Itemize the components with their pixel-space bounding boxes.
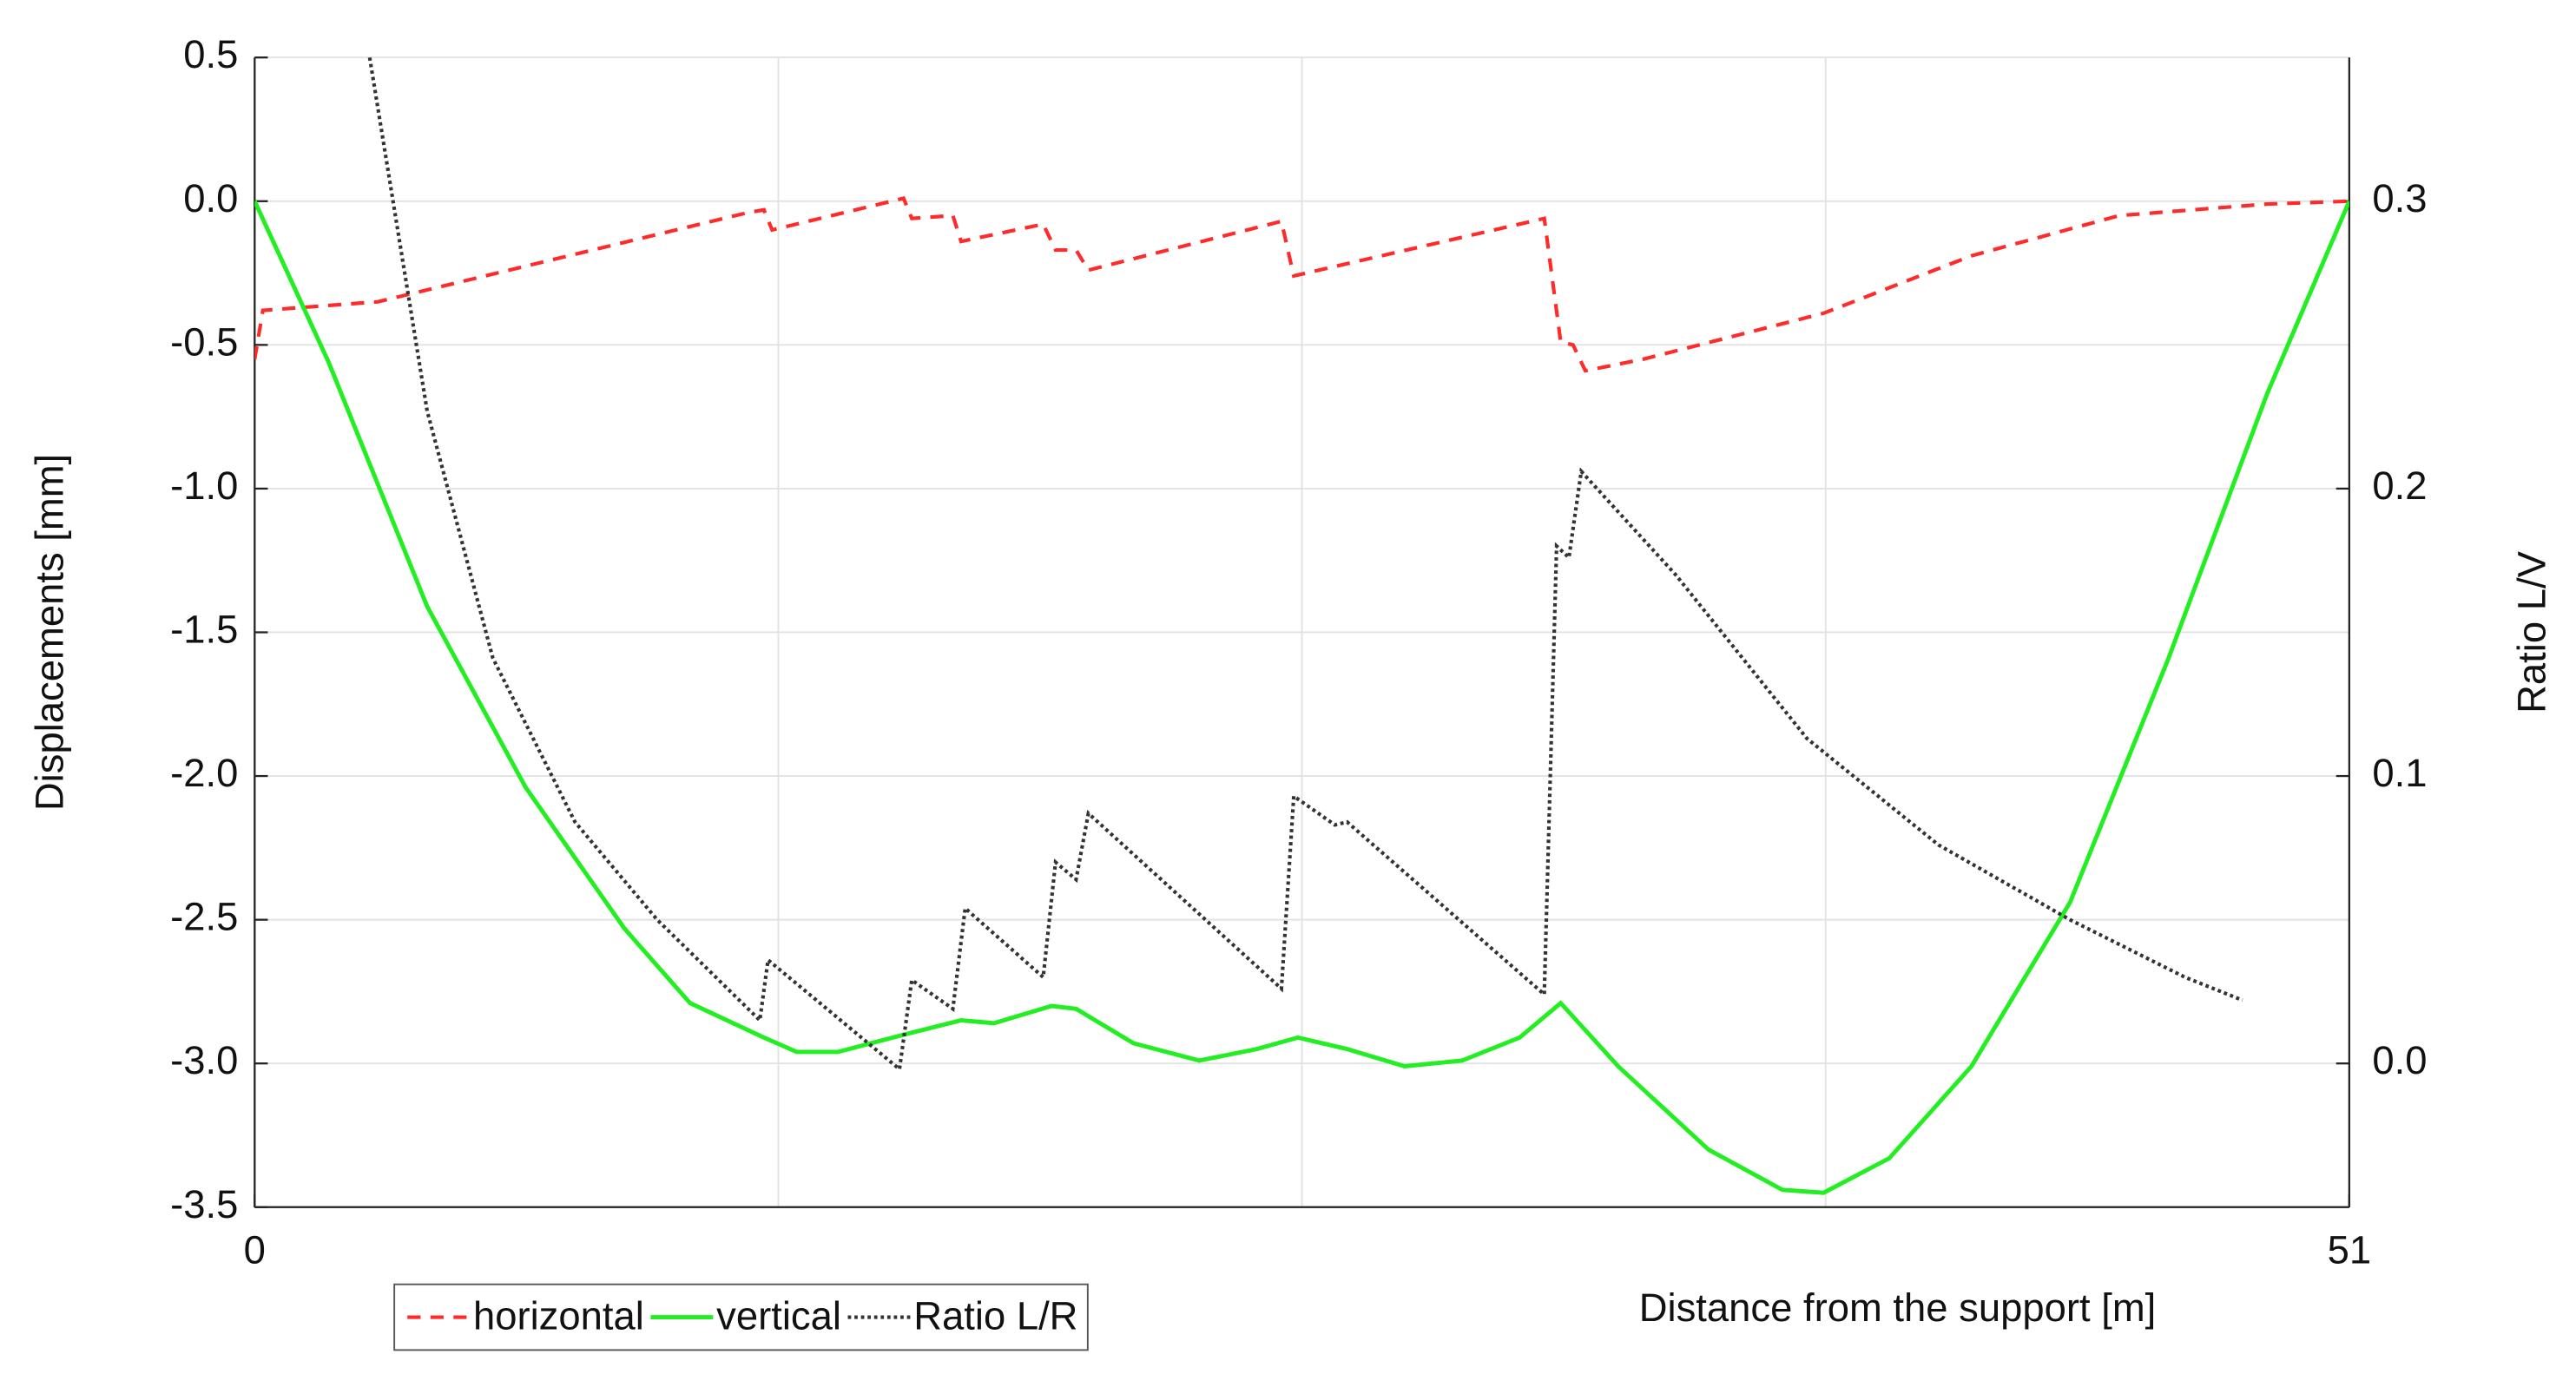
data-line [367, 57, 2243, 1073]
y-tick-label: -1.5 [170, 607, 238, 651]
y2-tick-label: 0.1 [2372, 751, 2427, 795]
y-tick-label: -3.5 [170, 1182, 238, 1226]
legend-box [393, 1283, 1089, 1351]
x-axis-label: Distance from the support [m] [1639, 1285, 2157, 1330]
legend: horizontal vertical Ratio L/R [393, 1283, 1089, 1351]
y-axis-label: Displacements [mm] [28, 454, 72, 811]
y-tick-label: 0.0 [183, 176, 238, 220]
y-tick-label: 0.5 [183, 32, 238, 76]
x-tick-label: 51 [2328, 1228, 2372, 1272]
y-tick-label: -3.0 [170, 1038, 238, 1082]
y2-tick-label: 0.2 [2372, 463, 2427, 508]
y-tick-label: -1.0 [170, 463, 238, 508]
y2-tick-label: 0.0 [2372, 1038, 2427, 1082]
data-line [254, 200, 2349, 1195]
y2-tick-label: 0.3 [2372, 176, 2427, 220]
y-tick-label: -2.5 [170, 895, 238, 939]
y2-axis-label: Ratio L/V [2510, 550, 2554, 713]
legend-label: horizontal [473, 1293, 644, 1338]
y-tick-label: -0.5 [170, 319, 238, 364]
data-line [254, 196, 2349, 373]
x-tick-label: 0 [244, 1228, 266, 1272]
plot-area [254, 57, 2349, 1195]
legend-label: vertical [716, 1293, 841, 1338]
y-tick-label: -2.0 [170, 751, 238, 795]
legend-label: Ratio L/R [913, 1293, 1077, 1338]
